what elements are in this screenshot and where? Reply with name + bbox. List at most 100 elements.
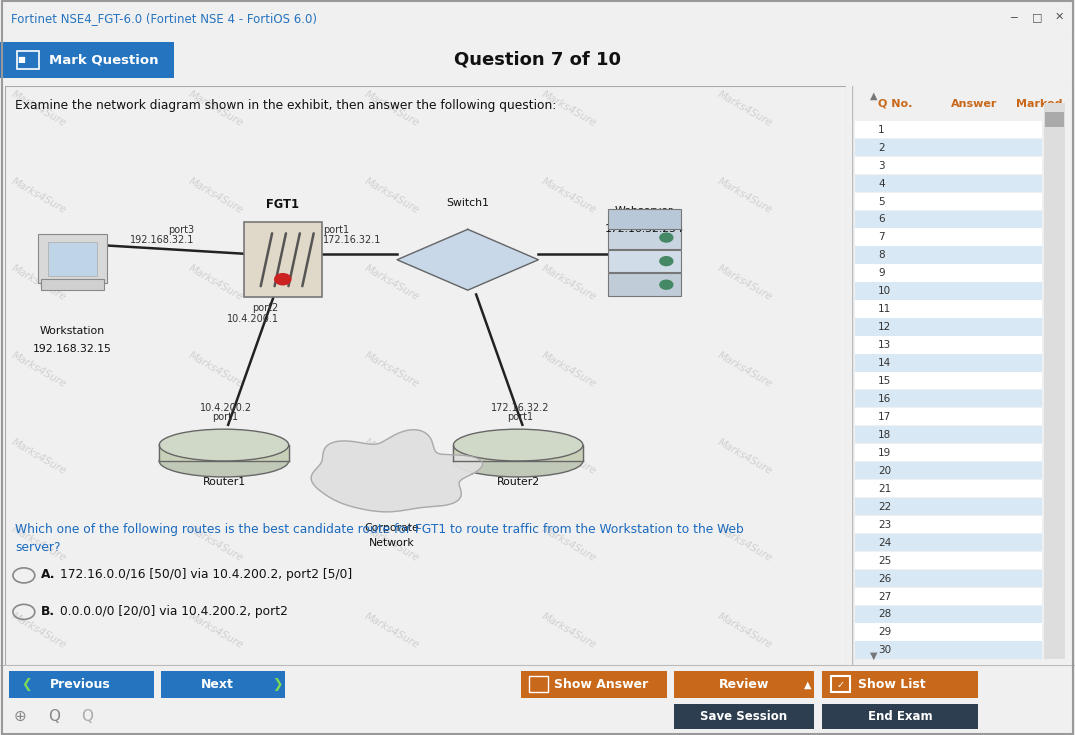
FancyBboxPatch shape [607, 250, 680, 273]
Text: ▼: ▼ [870, 650, 877, 661]
Text: 9: 9 [878, 268, 885, 279]
Text: Previous: Previous [51, 678, 111, 691]
Text: 6: 6 [878, 215, 885, 224]
Polygon shape [454, 445, 583, 461]
FancyBboxPatch shape [855, 318, 1042, 336]
Ellipse shape [159, 429, 289, 461]
Text: 27: 27 [878, 592, 891, 601]
FancyBboxPatch shape [244, 222, 321, 298]
Text: ⊕: ⊕ [14, 709, 27, 724]
FancyBboxPatch shape [855, 587, 1042, 605]
Text: 22: 22 [878, 502, 891, 512]
FancyBboxPatch shape [855, 372, 1042, 390]
Text: Marks4Sure: Marks4Sure [186, 263, 245, 303]
Text: 2: 2 [878, 143, 885, 153]
Text: 25: 25 [878, 556, 891, 566]
Text: 4: 4 [878, 179, 885, 189]
FancyBboxPatch shape [855, 570, 1042, 587]
Text: Router2: Router2 [497, 477, 540, 487]
Text: ❮: ❮ [22, 678, 32, 691]
Text: port1: port1 [506, 412, 533, 422]
Text: Workstation: Workstation [40, 326, 105, 337]
Text: 172.16.32.1: 172.16.32.1 [324, 235, 382, 245]
FancyBboxPatch shape [822, 704, 978, 728]
Ellipse shape [454, 445, 583, 477]
Text: Marks4Sure: Marks4Sure [10, 176, 68, 216]
Text: 26: 26 [878, 573, 891, 584]
FancyBboxPatch shape [529, 676, 548, 692]
FancyBboxPatch shape [855, 265, 1042, 282]
Text: ❯: ❯ [272, 678, 283, 691]
FancyBboxPatch shape [855, 390, 1042, 407]
Text: ■: ■ [17, 55, 25, 65]
Text: Marks4Sure: Marks4Sure [10, 263, 68, 303]
FancyBboxPatch shape [855, 552, 1042, 569]
Text: Marks4Sure: Marks4Sure [716, 524, 774, 563]
Text: 172.16.32.2: 172.16.32.2 [490, 404, 549, 413]
Text: Q No.: Q No. [878, 98, 913, 109]
Text: Marks4Sure: Marks4Sure [716, 263, 774, 303]
FancyBboxPatch shape [41, 279, 104, 290]
Text: Corporate: Corporate [364, 523, 419, 534]
Text: Marked: Marked [1016, 98, 1062, 109]
FancyBboxPatch shape [831, 676, 850, 692]
FancyBboxPatch shape [39, 234, 106, 283]
Text: Fortinet NSE4_FGT-6.0 (Fortinet NSE 4 - FortiOS 6.0): Fortinet NSE4_FGT-6.0 (Fortinet NSE 4 - … [11, 12, 317, 25]
Text: 16: 16 [878, 394, 891, 404]
Text: 20: 20 [878, 466, 891, 476]
Text: Answer: Answer [951, 98, 998, 109]
Circle shape [660, 233, 673, 242]
Text: Marks4Sure: Marks4Sure [716, 437, 774, 476]
Text: Which one of the following routes is the best candidate route for FGT1 to route : Which one of the following routes is the… [15, 523, 744, 554]
Text: Marks4Sure: Marks4Sure [10, 437, 68, 476]
Text: 18: 18 [878, 430, 891, 440]
Text: Marks4Sure: Marks4Sure [540, 176, 598, 216]
Text: 14: 14 [878, 358, 891, 368]
Text: Question 7 of 10: Question 7 of 10 [454, 51, 621, 69]
Text: Marks4Sure: Marks4Sure [10, 524, 68, 563]
Text: Marks4Sure: Marks4Sure [186, 176, 245, 216]
Text: 8: 8 [878, 251, 885, 260]
FancyBboxPatch shape [855, 462, 1042, 479]
Text: □: □ [1032, 12, 1043, 22]
Text: Marks4Sure: Marks4Sure [186, 90, 245, 129]
FancyBboxPatch shape [822, 672, 978, 698]
FancyBboxPatch shape [855, 336, 1042, 354]
Text: Marks4Sure: Marks4Sure [540, 263, 598, 303]
FancyBboxPatch shape [521, 672, 666, 698]
FancyBboxPatch shape [855, 426, 1042, 443]
Text: port3: port3 [169, 226, 195, 235]
Ellipse shape [454, 429, 583, 461]
FancyBboxPatch shape [855, 444, 1042, 462]
Text: Marks4Sure: Marks4Sure [716, 176, 774, 216]
FancyBboxPatch shape [855, 354, 1042, 371]
Text: Marks4Sure: Marks4Sure [186, 524, 245, 563]
Text: Marks4Sure: Marks4Sure [363, 524, 421, 563]
Text: Marks4Sure: Marks4Sure [363, 263, 421, 303]
Text: Marks4Sure: Marks4Sure [363, 350, 421, 390]
Text: Marks4Sure: Marks4Sure [540, 350, 598, 390]
Polygon shape [397, 229, 539, 290]
Text: Show Answer: Show Answer [554, 678, 648, 691]
FancyBboxPatch shape [607, 273, 680, 296]
Text: port1: port1 [324, 226, 349, 235]
Text: End Exam: End Exam [868, 710, 933, 723]
Text: A.: A. [41, 568, 55, 581]
Text: Marks4Sure: Marks4Sure [10, 90, 68, 129]
Text: Marks4Sure: Marks4Sure [10, 611, 68, 650]
Text: Marks4Sure: Marks4Sure [540, 524, 598, 563]
Text: Marks4Sure: Marks4Sure [540, 611, 598, 650]
FancyBboxPatch shape [855, 193, 1042, 210]
Text: ✕: ✕ [1055, 12, 1063, 22]
Text: 172.16.32.254: 172.16.32.254 [605, 223, 684, 234]
FancyBboxPatch shape [855, 282, 1042, 300]
Text: Marks4Sure: Marks4Sure [186, 611, 245, 650]
FancyBboxPatch shape [855, 229, 1042, 245]
Text: Marks4Sure: Marks4Sure [716, 90, 774, 129]
Text: 10.4.200.1: 10.4.200.1 [227, 314, 278, 323]
FancyBboxPatch shape [855, 121, 1042, 138]
Text: Marks4Sure: Marks4Sure [716, 611, 774, 650]
FancyBboxPatch shape [855, 175, 1042, 192]
Ellipse shape [159, 445, 289, 477]
Text: 13: 13 [878, 340, 891, 350]
